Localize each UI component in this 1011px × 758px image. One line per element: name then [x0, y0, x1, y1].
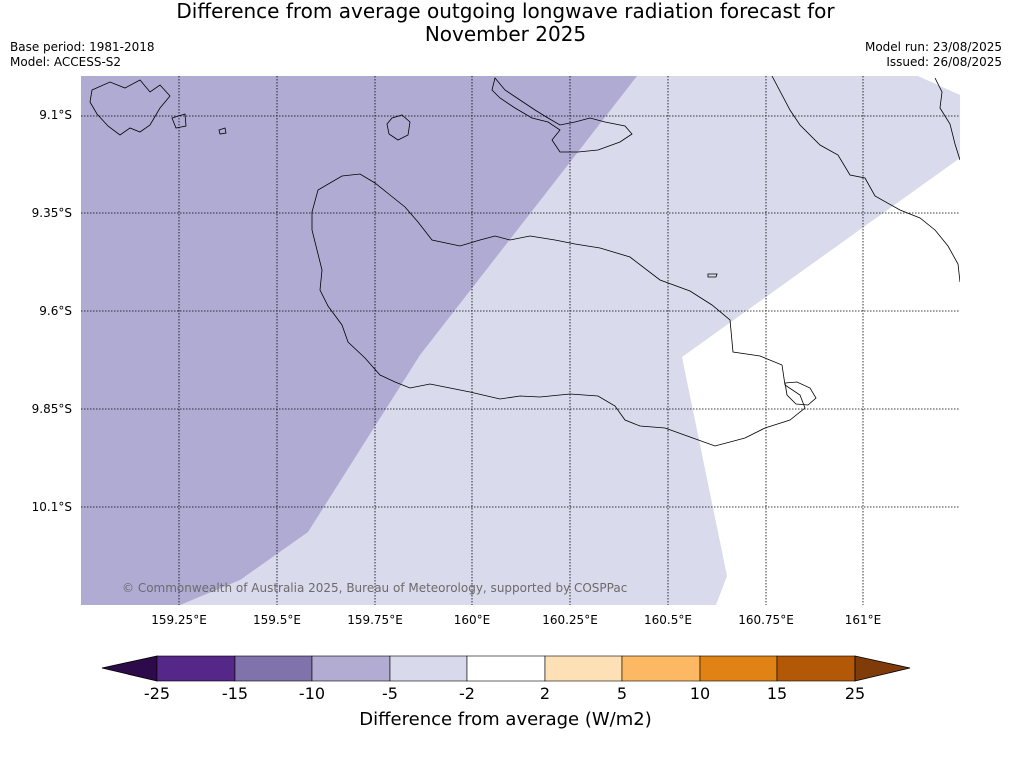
guadalcanal-coast — [311, 173, 806, 447]
florida-islands-coast — [491, 77, 633, 153]
colorbar-segment — [234, 655, 313, 682]
small-island-2 — [707, 273, 718, 278]
lat-label: 9.85°S — [31, 402, 72, 416]
colorbar-tick: -15 — [221, 684, 249, 703]
colorbar-extend-high — [854, 655, 911, 682]
colorbar-extend-low — [101, 655, 158, 682]
model-run: Model run: 23/08/2025 — [864, 40, 1002, 54]
colorbar-segments — [101, 655, 911, 682]
meta-left: Base period: 1981-2018 Model: ACCESS-S2 — [10, 40, 155, 70]
colorbar-segment — [156, 655, 236, 682]
lat-label: 9.6°S — [39, 304, 72, 318]
lon-label: 159.5°E — [253, 613, 301, 627]
colorbar-segment — [621, 655, 701, 682]
russell-islands-coast — [89, 79, 171, 136]
lon-label: 159.75°E — [347, 613, 403, 627]
colorbar-tick: -10 — [298, 684, 326, 703]
graticule — [81, 76, 960, 605]
colorbar-tick: 5 — [616, 684, 628, 703]
small-island-1 — [218, 127, 227, 135]
east-island-1 — [171, 113, 187, 129]
colorbar-tick: 25 — [844, 684, 866, 703]
marau-islets — [784, 381, 817, 406]
issued-date: Issued: 26/08/2025 — [886, 55, 1002, 69]
title-line-1: Difference from average outgoing longwav… — [176, 0, 835, 23]
colorbar-tick: -25 — [143, 684, 171, 703]
chart-title: Difference from average outgoing longwav… — [0, 0, 1011, 46]
colorbar-segment — [776, 655, 856, 682]
colorbar-label: Difference from average (W/m2) — [359, 709, 652, 730]
lon-label: 159.25°E — [151, 613, 207, 627]
lon-label: 160.5°E — [644, 613, 692, 627]
meta-right: Model run: 23/08/2025 Issued: 26/08/2025 — [865, 40, 1002, 70]
anomaly-minus10-region — [81, 76, 637, 605]
coastlines — [89, 76, 960, 447]
colorbar-tick: 10 — [689, 684, 711, 703]
lon-label: 161°E — [844, 613, 882, 627]
colorbar-segment — [466, 655, 546, 682]
lon-label: 160.25°E — [542, 613, 598, 627]
savo-island — [386, 114, 411, 141]
title-line-2: November 2025 — [424, 22, 587, 46]
colorbar-segment — [311, 655, 391, 682]
colorbar-tick: 2 — [539, 684, 551, 703]
lon-label: 160°E — [453, 613, 491, 627]
colorbar-segment — [389, 655, 468, 682]
malaita-north-coast — [934, 77, 960, 161]
base-period: Base period: 1981-2018 — [10, 40, 155, 54]
copyright-notice: © Commonwealth of Australia 2025, Bureau… — [122, 581, 628, 595]
lat-label: 10.1°S — [31, 500, 72, 514]
lat-label: 9.35°S — [31, 206, 72, 220]
malaita-coast — [771, 76, 960, 283]
lat-label: 9.1°S — [39, 108, 72, 122]
colorbar-segment — [544, 655, 623, 682]
colorbar-tick: 15 — [766, 684, 788, 703]
lon-label: 160.75°E — [738, 613, 794, 627]
colorbar-tick: -5 — [382, 684, 398, 703]
colorbar-segment — [699, 655, 778, 682]
model-name: Model: ACCESS-S2 — [10, 55, 122, 69]
colorbar-tick: -2 — [459, 684, 475, 703]
